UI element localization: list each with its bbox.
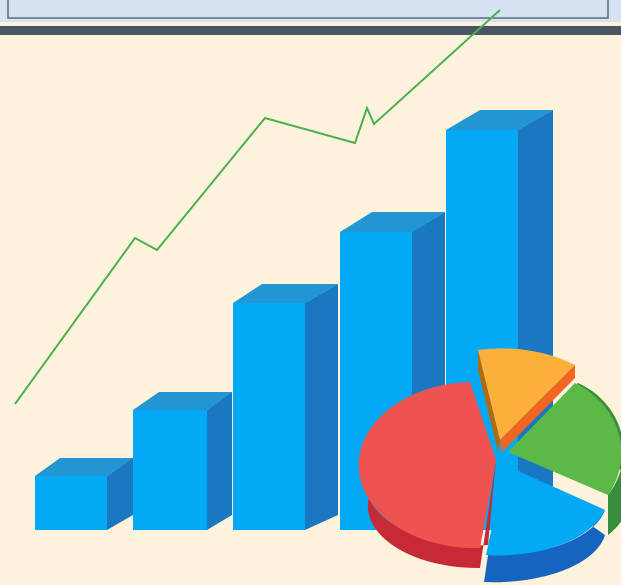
pie — [358, 348, 621, 583]
bar-front — [133, 410, 207, 530]
pie-slice — [478, 348, 575, 440]
bar-top — [446, 110, 553, 130]
bar — [233, 284, 338, 530]
banner-rule — [0, 26, 621, 35]
banner-panel — [0, 0, 621, 22]
bar-top — [133, 392, 232, 410]
bar — [340, 212, 445, 530]
bar — [35, 458, 133, 530]
banner-frame — [7, 0, 609, 19]
bar-front — [35, 476, 107, 530]
bar — [446, 110, 553, 530]
pie-slice-edge — [500, 365, 575, 452]
banner — [0, 0, 621, 35]
bar-top — [340, 212, 445, 232]
bars — [35, 110, 553, 530]
pie-slice — [358, 382, 496, 549]
pie-slice-edge — [478, 350, 500, 452]
bar-side — [107, 458, 133, 530]
pie-slice-edge — [365, 455, 496, 569]
bar — [133, 392, 232, 530]
bar-side — [207, 392, 232, 530]
bar-top — [35, 458, 133, 476]
bar-front — [233, 303, 305, 530]
pie-slice — [486, 465, 605, 556]
pie-slice — [508, 383, 621, 495]
bar-side — [305, 284, 338, 530]
pie-slice-edge — [484, 465, 605, 583]
trend-line — [14, 9, 501, 405]
bar-top — [233, 284, 338, 303]
